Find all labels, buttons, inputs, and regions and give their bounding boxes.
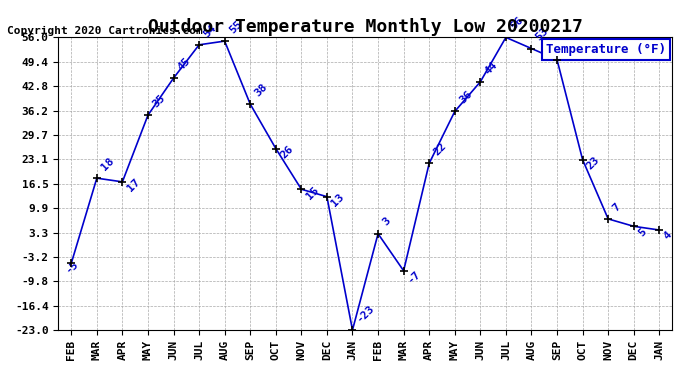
Text: 4: 4: [662, 230, 673, 242]
Text: 45: 45: [176, 56, 193, 72]
Text: Copyright 2020 Cartronics.com: Copyright 2020 Cartronics.com: [7, 26, 203, 36]
Text: 26: 26: [278, 144, 295, 160]
Text: 36: 36: [457, 89, 474, 106]
Text: -7: -7: [406, 269, 423, 285]
Text: 15: 15: [304, 184, 321, 201]
Text: 7: 7: [611, 201, 622, 213]
Text: 35: 35: [150, 93, 167, 110]
Text: 13: 13: [330, 192, 346, 208]
Text: 53: 53: [534, 26, 551, 43]
Text: 54: 54: [201, 22, 218, 39]
Text: 44: 44: [483, 59, 500, 76]
Text: 55: 55: [227, 19, 244, 35]
Text: 38: 38: [253, 82, 269, 98]
Text: 22: 22: [432, 141, 448, 158]
Text: Temperature (°F): Temperature (°F): [546, 43, 666, 56]
Title: Outdoor Temperature Monthly Low 20200217: Outdoor Temperature Monthly Low 20200217: [148, 18, 583, 36]
Text: 17: 17: [125, 177, 141, 194]
Text: 5: 5: [636, 226, 648, 238]
Text: 50: 50: [560, 37, 576, 54]
Text: 56: 56: [509, 15, 525, 32]
Text: -23: -23: [355, 303, 377, 324]
Text: 18: 18: [99, 156, 116, 172]
Text: -5: -5: [63, 258, 80, 275]
Text: 23: 23: [585, 155, 602, 171]
Text: 3: 3: [381, 216, 393, 228]
